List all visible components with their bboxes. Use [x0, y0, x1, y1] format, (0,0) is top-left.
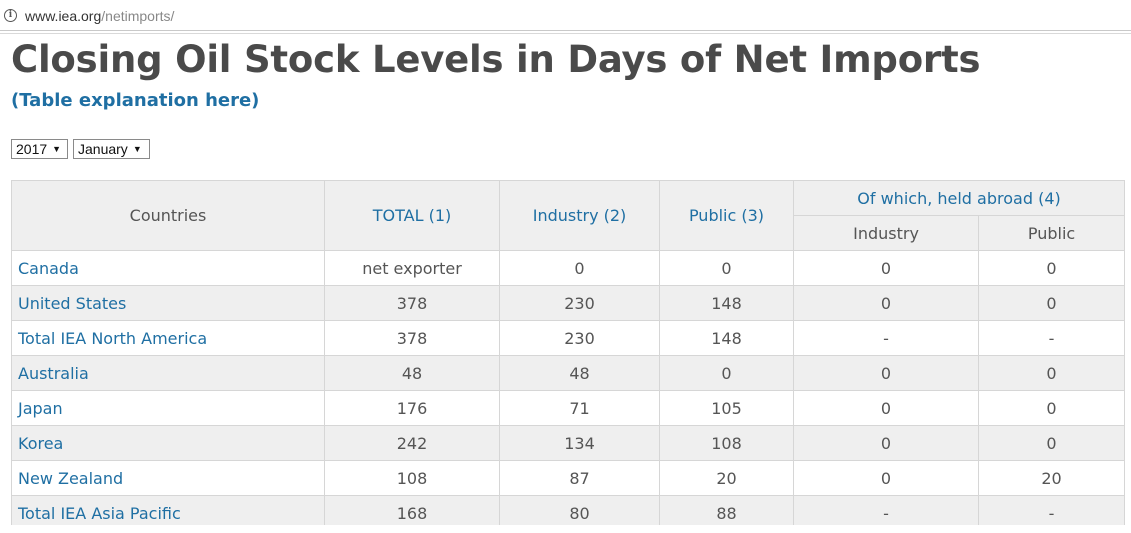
industry-cell: 230: [499, 285, 660, 321]
address-bar-divider: [0, 33, 1131, 35]
abroad-public-cell: -: [977, 495, 1126, 531]
abroad-industry-cell: 0: [793, 390, 979, 426]
abroad-industry-cell: 0: [793, 285, 979, 321]
header-total-link[interactable]: TOTAL (1): [324, 180, 500, 251]
abroad-public-cell: 0: [977, 390, 1126, 426]
year-select-value: 2017: [16, 141, 48, 157]
abroad-industry-cell: 0: [793, 355, 979, 391]
year-select[interactable]: 2017 ▼: [11, 139, 68, 159]
browser-address-bar[interactable]: i www.iea.org/netimports/: [0, 0, 1131, 31]
country-link[interactable]: United States: [11, 285, 325, 321]
total-cell: 108: [324, 460, 500, 496]
abroad-industry-cell: 0: [793, 250, 979, 286]
public-cell: 148: [659, 320, 794, 356]
industry-cell: 71: [499, 390, 660, 426]
table-explanation-link[interactable]: (Table explanation here): [11, 90, 260, 111]
table-row: New Zealand 108 87 20 0 20: [11, 460, 1126, 496]
table-row: United States 378 230 148 0 0: [11, 285, 1126, 321]
abroad-industry-cell: 0: [793, 460, 979, 496]
total-cell: 176: [324, 390, 500, 426]
header-held-abroad-link[interactable]: Of which, held abroad (4): [792, 180, 1126, 216]
total-cell: 242: [324, 425, 500, 461]
abroad-public-cell: 0: [977, 425, 1126, 461]
public-cell: 148: [659, 285, 794, 321]
abroad-industry-cell: -: [793, 320, 979, 356]
public-cell: 20: [659, 460, 794, 496]
abroad-public-cell: -: [977, 320, 1126, 356]
country-link[interactable]: Total IEA North America: [11, 320, 325, 356]
header-abroad-public: Public: [977, 215, 1126, 251]
header-abroad-industry: Industry: [793, 215, 979, 251]
abroad-industry-cell: 0: [793, 425, 979, 461]
abroad-public-cell: 20: [977, 460, 1126, 496]
industry-cell: 48: [499, 355, 660, 391]
header-industry-link[interactable]: Industry (2): [499, 180, 660, 251]
table-row: Total IEA North America 378 230 148 - -: [11, 320, 1126, 356]
industry-cell: 230: [499, 320, 660, 356]
info-icon[interactable]: i: [4, 9, 17, 22]
industry-cell: 87: [499, 460, 660, 496]
url-text[interactable]: www.iea.org/netimports/: [25, 8, 174, 24]
public-cell: 108: [659, 425, 794, 461]
country-link[interactable]: Korea: [11, 425, 325, 461]
country-link[interactable]: Australia: [11, 355, 325, 391]
total-cell: net exporter: [324, 250, 500, 286]
abroad-public-cell: 0: [977, 250, 1126, 286]
table-row: Japan 176 71 105 0 0: [11, 390, 1126, 426]
viewport-bottom-edge: [0, 525, 1131, 533]
chevron-down-icon: ▼: [132, 144, 142, 154]
total-cell: 48: [324, 355, 500, 391]
header-public-link[interactable]: Public (3): [659, 180, 794, 251]
chevron-down-icon: ▼: [52, 144, 62, 154]
table-row: Korea 242 134 108 0 0: [11, 425, 1126, 461]
total-cell: 378: [324, 285, 500, 321]
month-select[interactable]: January ▼: [73, 139, 150, 159]
table-row: Canada net exporter 0 0 0 0: [11, 250, 1126, 286]
table-body: Canada net exporter 0 0 0 0 United State…: [11, 250, 1126, 531]
table-row: Australia 48 48 0 0 0: [11, 355, 1126, 391]
header-countries: Countries: [11, 180, 325, 251]
country-link[interactable]: New Zealand: [11, 460, 325, 496]
public-cell: 0: [659, 355, 794, 391]
country-link[interactable]: Japan: [11, 390, 325, 426]
total-cell: 378: [324, 320, 500, 356]
public-cell: 0: [659, 250, 794, 286]
page-title: Closing Oil Stock Levels in Days of Net …: [11, 38, 981, 81]
month-select-value: January: [78, 141, 128, 157]
industry-cell: 134: [499, 425, 660, 461]
abroad-public-cell: 0: [977, 355, 1126, 391]
industry-cell: 0: [499, 250, 660, 286]
public-cell: 105: [659, 390, 794, 426]
net-imports-table: Countries TOTAL (1) Industry (2) Public …: [11, 180, 1126, 531]
url-path: /netimports/: [101, 8, 175, 24]
url-host: www.iea.org: [25, 8, 102, 24]
country-link[interactable]: Canada: [11, 250, 325, 286]
abroad-public-cell: 0: [977, 285, 1126, 321]
